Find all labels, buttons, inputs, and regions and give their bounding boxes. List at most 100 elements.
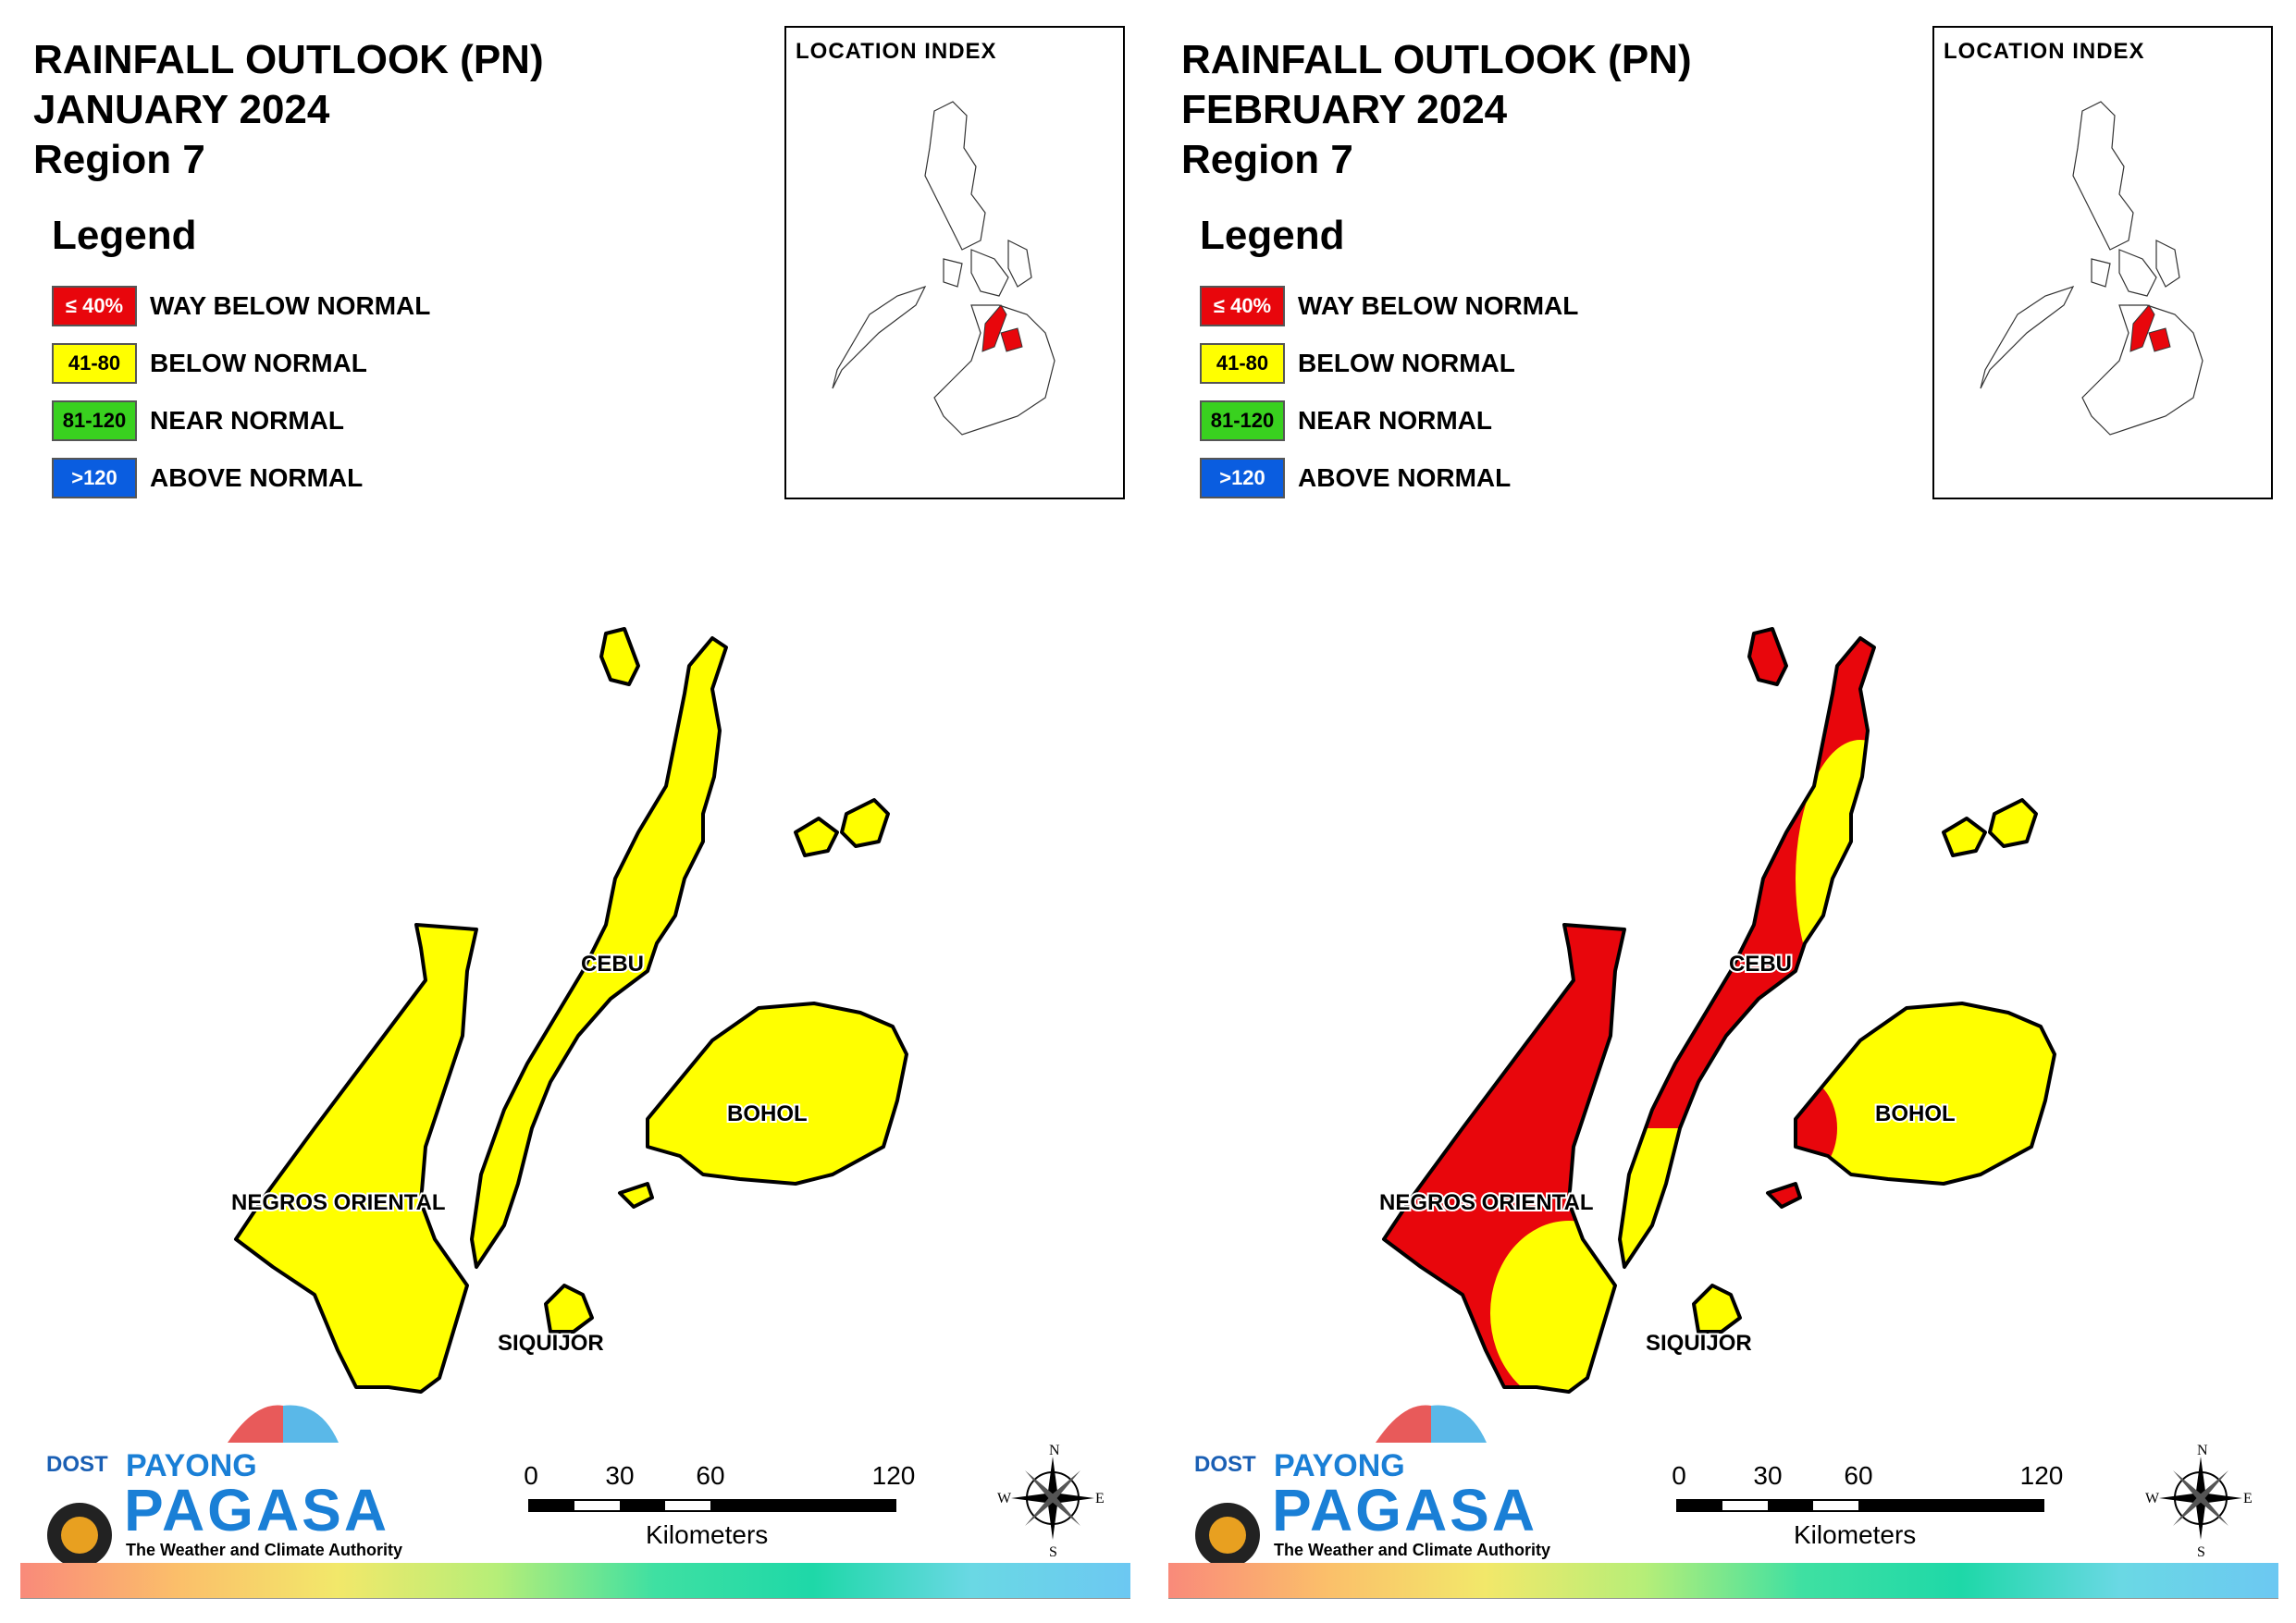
compass-icon: N S E W [997, 1443, 1105, 1560]
payong-pagasa-logo: DOST PAYONG PAGASA The Weather and Clima… [1181, 1387, 1550, 1572]
location-index: LOCATION INDEX [784, 26, 1125, 499]
legend-item-above: >120 ABOVE NORMAL [52, 449, 430, 507]
legend-label: BELOW NORMAL [1298, 349, 1515, 377]
compass-rose: N S E W [2145, 1438, 2256, 1560]
umbrella-icon [1195, 1405, 1487, 1568]
bantayan-island [599, 627, 640, 686]
legend-title: Legend [1200, 213, 1345, 258]
outlook-panel-february: RAINFALL OUTLOOK (PN) FEBRUARY 2024 Regi… [1148, 0, 2296, 1623]
tagline: The Weather and Climate Authority [1274, 1541, 1551, 1559]
compass-s: S [2197, 1544, 2205, 1558]
camotes-islands [1942, 798, 2038, 857]
philippines-index-map [1980, 101, 2203, 436]
map-title: RAINFALL OUTLOOK (PN) JANUARY 2024 Regio… [33, 35, 544, 185]
legend: Legend ≤ 40% WAY BELOW NORMAL 41-80 BELO… [52, 213, 430, 507]
compass-n: N [2197, 1443, 2208, 1458]
legend-label: ABOVE NORMAL [1298, 463, 1512, 492]
legend-item-way-below: ≤ 40% WAY BELOW NORMAL [52, 277, 430, 335]
payong-label: PAYONG [1274, 1448, 1405, 1483]
location-index: LOCATION INDEX [1932, 26, 2273, 499]
region7-map: CEBU BOHOL NEGROS ORIENTAL SIQUIJOR [229, 627, 908, 1394]
title-line-1: RAINFALL OUTLOOK (PN) [1181, 37, 1692, 82]
pagasa-label: PAGASA [1272, 1477, 1538, 1543]
legend-swatch: 81-120 [52, 400, 137, 441]
siquijor-label: SIQUIJOR [1646, 1331, 1752, 1356]
footer-gradient-rule [1168, 1598, 2278, 1608]
payong-pagasa-logo: DOST PAYONG PAGASA The Weather and Clima… [33, 1387, 402, 1572]
bohol-province [646, 1002, 908, 1186]
legend-label: WAY BELOW NORMAL [1298, 291, 1579, 320]
scale-tick: 60 [1844, 1461, 1873, 1490]
scale-bar: 0 30 60 120 Kilometers [524, 1461, 916, 1554]
title-line-3: Region 7 [33, 137, 205, 182]
legend-item-below: 41-80 BELOW NORMAL [1200, 335, 1578, 392]
legend-swatch: >120 [52, 458, 137, 498]
compass-w: W [2145, 1491, 2160, 1506]
compass-s: S [1049, 1544, 1057, 1558]
legend-label: NEAR NORMAL [1298, 406, 1492, 435]
scale-tick: 120 [2019, 1461, 2064, 1490]
title-line-2: FEBRUARY 2024 [1181, 87, 1508, 132]
bantayan-island [1747, 627, 1788, 686]
outlook-panel-january: RAINFALL OUTLOOK (PN) JANUARY 2024 Regio… [20, 26, 1130, 1608]
legend: Legend ≤ 40% WAY BELOW NORMAL 41-80 BELO… [1200, 213, 1578, 507]
cebu-label: CEBU [581, 952, 644, 977]
title-line-3: Region 7 [1181, 137, 1353, 182]
region7-map: CEBU BOHOL NEGROS ORIENTAL SIQUIJOR [1377, 627, 2056, 1394]
negros-label: NEGROS ORIENTAL [231, 1190, 446, 1215]
legend-label: WAY BELOW NORMAL [150, 291, 431, 320]
siquijor-province [1692, 1284, 1742, 1334]
title-line-1: RAINFALL OUTLOOK (PN) [33, 37, 544, 82]
legend-swatch: 41-80 [52, 343, 137, 384]
location-index-title: LOCATION INDEX [1944, 39, 2145, 64]
legend-item-below: 41-80 BELOW NORMAL [52, 335, 430, 392]
dost-label: DOST [1194, 1452, 1256, 1477]
philippines-index-map [832, 101, 1055, 436]
payong-label: PAYONG [126, 1448, 257, 1483]
legend-item-near: 81-120 NEAR NORMAL [1200, 392, 1578, 449]
title-line-2: JANUARY 2024 [33, 87, 330, 132]
scale-bar-graphic [1676, 1499, 2044, 1512]
compass-n: N [1049, 1443, 1060, 1458]
legend-label: ABOVE NORMAL [150, 463, 364, 492]
bohol-islet [618, 1182, 654, 1209]
legend-swatch: ≤ 40% [1200, 286, 1285, 326]
negros-oriental-province [1384, 925, 1624, 1392]
scale-tick: 0 [1672, 1461, 1686, 1490]
legend-title: Legend [52, 213, 197, 258]
bohol-province [1796, 1003, 2055, 1184]
compass-icon: N S E W [2145, 1443, 2253, 1560]
scale-unit: Kilometers [646, 1520, 769, 1549]
compass-e: E [1095, 1491, 1105, 1506]
cebu-label: CEBU [1729, 952, 1792, 977]
scale-tick: 60 [696, 1461, 725, 1490]
footer-gradient-rule [20, 1598, 1130, 1608]
siquijor-province [544, 1284, 594, 1334]
legend-label: BELOW NORMAL [150, 349, 367, 377]
bohol-label: BOHOL [727, 1101, 808, 1126]
negros-label: NEGROS ORIENTAL [1379, 1190, 1594, 1215]
location-index-title: LOCATION INDEX [796, 39, 997, 64]
legend-label: NEAR NORMAL [150, 406, 344, 435]
tagline: The Weather and Climate Authority [126, 1541, 403, 1559]
legend-item-way-below: ≤ 40% WAY BELOW NORMAL [1200, 277, 1578, 335]
camotes-islands [794, 798, 890, 857]
scale-tick: 30 [1753, 1461, 1783, 1490]
scale-tick: 30 [605, 1461, 635, 1490]
legend-swatch: >120 [1200, 458, 1285, 498]
pagasa-label: PAGASA [124, 1477, 390, 1543]
scale-bar: 0 30 60 120 Kilometers [1672, 1461, 2064, 1554]
map-title: RAINFALL OUTLOOK (PN) FEBRUARY 2024 Regi… [1181, 35, 1692, 185]
legend-swatch: 81-120 [1200, 400, 1285, 441]
legend-swatch: 41-80 [1200, 343, 1285, 384]
footer-gradient-bar [20, 1563, 1130, 1598]
scale-tick: 120 [871, 1461, 916, 1490]
compass-w: W [997, 1491, 1012, 1506]
dost-label: DOST [46, 1452, 108, 1477]
legend-swatch: ≤ 40% [52, 286, 137, 326]
bohol-islet [1766, 1182, 1802, 1209]
siquijor-label: SIQUIJOR [498, 1331, 604, 1356]
legend-item-above: >120 ABOVE NORMAL [1200, 449, 1578, 507]
bohol-label: BOHOL [1875, 1101, 1956, 1126]
umbrella-icon [47, 1405, 339, 1568]
